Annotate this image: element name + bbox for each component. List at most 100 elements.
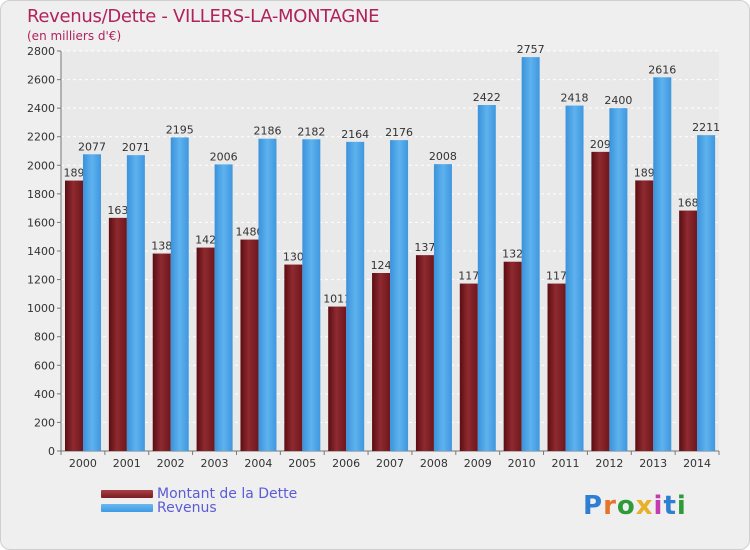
bar-dette (328, 306, 347, 451)
x-tick-label: 2010 (508, 457, 536, 470)
data-label: 168 (678, 197, 699, 210)
y-tick-label: 1800 (27, 188, 55, 201)
data-label: 2164 (341, 128, 369, 141)
data-label: 2616 (648, 63, 676, 76)
bar-dette (196, 247, 215, 451)
data-label: 2422 (473, 91, 501, 104)
x-tick-label: 2005 (288, 457, 316, 470)
y-tick-label: 600 (34, 359, 55, 372)
y-tick-label: 800 (34, 331, 55, 344)
bar-dette (284, 264, 303, 451)
x-tick-label: 2014 (683, 457, 711, 470)
legend-swatch-dette (101, 490, 153, 498)
y-tick-label: 2400 (27, 102, 55, 115)
logo-letter: P (583, 491, 604, 521)
bar-revenus (346, 141, 365, 451)
bar-revenus (302, 139, 321, 452)
bar-revenus (433, 164, 452, 451)
x-tick-label: 2002 (157, 457, 185, 470)
data-label: 1480 (235, 226, 263, 239)
data-label: 117 (546, 270, 567, 283)
data-label: 189 (634, 166, 655, 179)
bar-dette (240, 239, 259, 451)
y-tick-label: 0 (48, 445, 55, 458)
data-label: 2418 (561, 92, 589, 105)
data-label: 132 (502, 248, 523, 261)
bar-revenus (697, 135, 716, 451)
bar-dette (372, 273, 391, 451)
data-label: 124 (371, 259, 392, 272)
data-label: 142 (195, 234, 216, 247)
bar-revenus (83, 154, 101, 452)
logo-letter: t (663, 491, 677, 521)
x-tick-label: 2006 (332, 457, 360, 470)
legend-swatch-revenus (101, 504, 153, 512)
bar-revenus (170, 137, 189, 451)
legend-label-dette: Montant de la Dette (157, 486, 298, 502)
data-label: 2195 (166, 123, 194, 136)
x-tick-label: 2000 (69, 457, 97, 470)
chart-title: Revenus/Dette - VILLERS-LA-MONTAGNE (27, 6, 380, 27)
bar-dette (108, 217, 127, 451)
y-tick-label: 1400 (27, 245, 55, 258)
x-tick-label: 2009 (464, 457, 492, 470)
bar-dette (65, 180, 83, 452)
bar-revenus (609, 108, 628, 452)
legend-label-revenus: Revenus (157, 500, 217, 516)
chart-subtitle: (en milliers d'€) (27, 29, 122, 43)
data-label: 130 (283, 251, 304, 264)
data-label: 138 (151, 240, 172, 253)
y-tick-label: 1600 (27, 216, 55, 229)
y-tick-label: 200 (34, 416, 55, 429)
bar-revenus (258, 138, 277, 451)
bar-revenus (565, 105, 584, 452)
x-tick-label: 2012 (595, 457, 623, 470)
logo-letter: x (635, 491, 654, 521)
y-tick-label: 2200 (27, 131, 55, 144)
bar-dette (415, 255, 434, 451)
x-tick-label: 2013 (639, 457, 667, 470)
bar-revenus (390, 140, 409, 451)
data-label: 2071 (122, 141, 150, 154)
data-label: 2211 (692, 121, 720, 134)
bar-revenus (653, 77, 672, 452)
data-label: 209 (590, 138, 611, 151)
bar-dette (503, 261, 522, 451)
data-label: 2400 (604, 94, 632, 107)
data-label: 189 (64, 167, 85, 180)
data-label: 2757 (517, 43, 545, 56)
logo-letter: i (653, 491, 664, 521)
y-tick-label: 2800 (27, 45, 55, 58)
logo-letter: o (616, 491, 636, 521)
data-label: 2182 (297, 125, 325, 138)
y-tick-label: 400 (34, 388, 55, 401)
y-tick-label: 1200 (27, 274, 55, 287)
bar-revenus (126, 155, 145, 451)
bar-dette (152, 253, 171, 451)
data-label: 2008 (429, 150, 457, 163)
y-tick-label: 2000 (27, 159, 55, 172)
bar-dette (591, 151, 610, 451)
bar-dette (635, 180, 654, 451)
data-label: 2176 (385, 126, 413, 139)
bar-dette (459, 283, 478, 451)
proxiti-logo: Proxiti (583, 491, 687, 521)
data-label: 117 (458, 270, 479, 283)
data-label: 137 (414, 241, 435, 254)
bar-dette (679, 210, 698, 451)
bar-revenus (477, 105, 496, 451)
x-tick-label: 2007 (376, 457, 404, 470)
x-tick-label: 2008 (420, 457, 448, 470)
data-label: 163 (107, 204, 128, 217)
data-label: 2186 (253, 125, 281, 138)
x-tick-label: 2003 (201, 457, 229, 470)
bar-revenus (214, 164, 233, 451)
data-label: 2006 (210, 150, 238, 163)
data-label: 2077 (78, 140, 106, 153)
x-tick-label: 2011 (551, 457, 579, 470)
y-tick-label: 2600 (27, 74, 55, 87)
logo-letter: i (676, 491, 687, 521)
y-tick-label: 1000 (27, 302, 55, 315)
